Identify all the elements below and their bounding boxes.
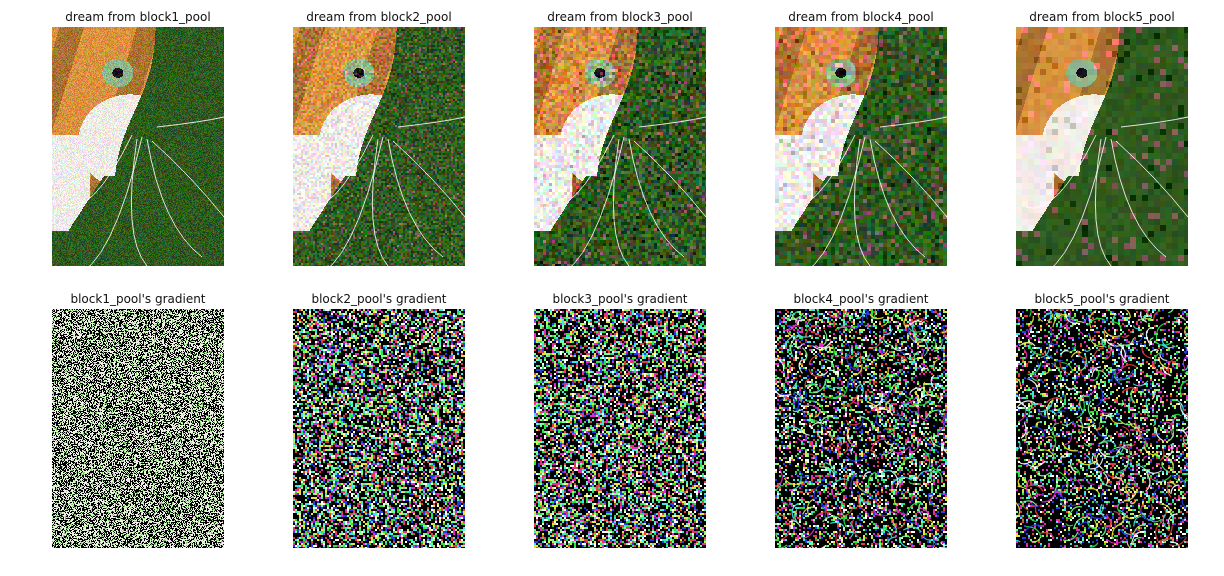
gradient-image [293,309,465,548]
dream-image [293,27,465,266]
panel-title: block5_pool's gradient [1034,292,1170,306]
gradient-image [1016,309,1188,548]
gradient-image [52,309,224,548]
panel-title: block3_pool's gradient [552,292,688,306]
panel-title: block1_pool's gradient [70,292,206,306]
gradient-image [534,309,706,548]
dream-image [52,27,224,266]
panel-title: block2_pool's gradient [311,292,447,306]
panel-title: block4_pool's gradient [793,292,929,306]
dream-image [1016,27,1188,266]
panel-title: dream from block1_pool [65,10,211,24]
gradient-image [775,309,947,548]
panel-title: dream from block5_pool [1029,10,1175,24]
panel-title: dream from block3_pool [547,10,693,24]
panel-title: dream from block4_pool [788,10,934,24]
panel-title: dream from block2_pool [306,10,452,24]
dream-image [534,27,706,266]
dream-image [775,27,947,266]
